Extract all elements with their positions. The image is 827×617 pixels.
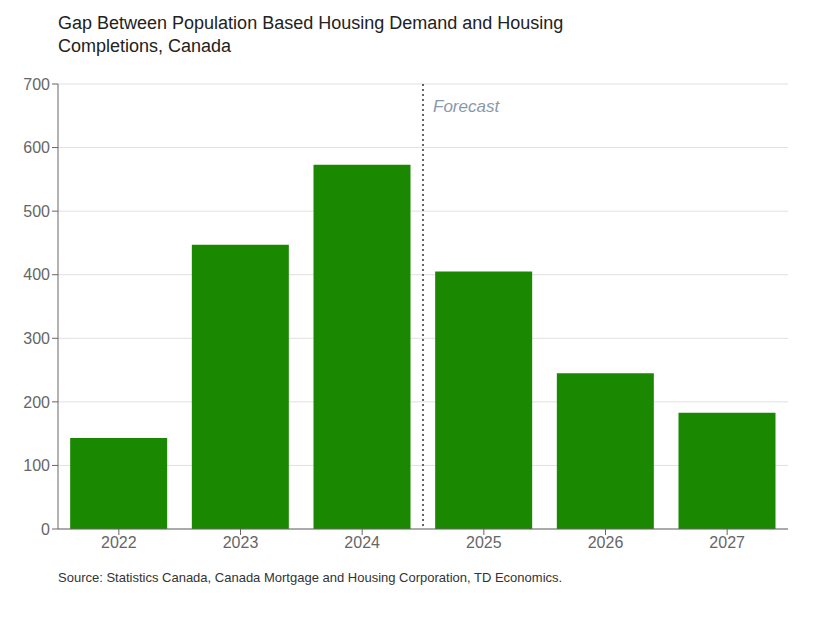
svg-text:2024: 2024 [344, 534, 380, 551]
svg-text:200: 200 [23, 394, 50, 411]
svg-text:600: 600 [23, 139, 50, 156]
svg-text:Forecast: Forecast [433, 97, 500, 116]
svg-text:2023: 2023 [223, 534, 259, 551]
svg-text:2026: 2026 [588, 534, 624, 551]
svg-text:2022: 2022 [101, 534, 137, 551]
svg-text:700: 700 [23, 76, 50, 93]
svg-text:2027: 2027 [709, 534, 745, 551]
svg-text:300: 300 [23, 330, 50, 347]
svg-text:2025: 2025 [466, 534, 502, 551]
html-text:Gap Between Population Based H: Gap Between Population Based Housing Dem… [58, 13, 564, 56]
svg-text:0: 0 [41, 521, 50, 538]
svg-text:500: 500 [23, 203, 50, 220]
svg-text:100: 100 [23, 457, 50, 474]
html-text:Source: Statistics Canada, Can: Source: Statistics Canada, Canada Mortga… [58, 570, 563, 585]
svg-text:400: 400 [23, 266, 50, 283]
